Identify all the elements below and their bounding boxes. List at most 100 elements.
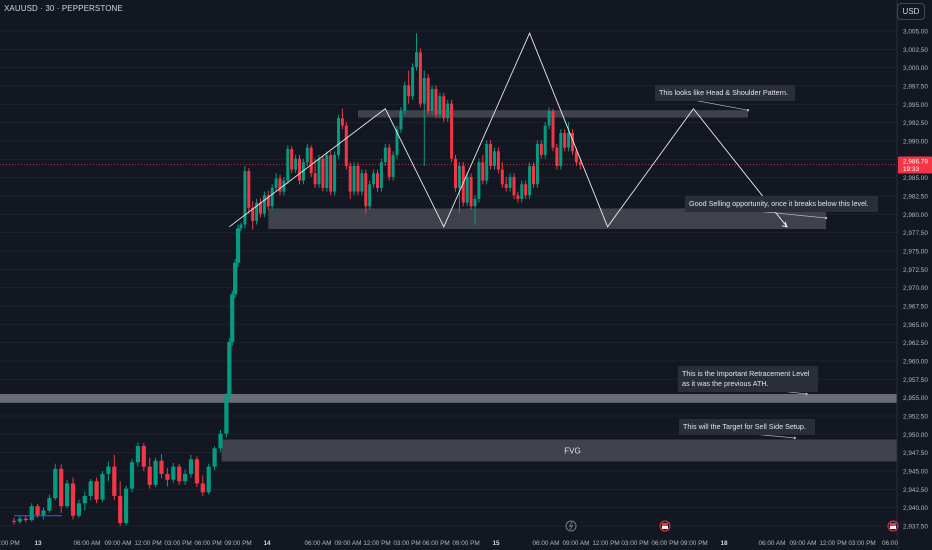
- candle: [282, 176, 286, 196]
- candle: [286, 145, 290, 185]
- candle: [112, 454, 117, 501]
- candle: [348, 162, 352, 199]
- candle: [270, 184, 274, 210]
- candle: [395, 125, 399, 159]
- lightning-icon[interactable]: [565, 520, 577, 532]
- candle: [555, 143, 559, 170]
- head-shoulder-note[interactable]: This looks like Head & Shoulder Pattern.: [654, 85, 795, 112]
- candle: [524, 180, 528, 199]
- callout-text: as it was the previous ATH.: [682, 379, 769, 388]
- candle: [372, 169, 376, 188]
- candle: [411, 63, 415, 100]
- selling-opportunity-note[interactable]: Good Selling opportunity, once it breaks…: [684, 196, 878, 220]
- candle: [11, 517, 17, 525]
- fvg-zone[interactable]: [221, 439, 898, 462]
- x-tick-label: 12:00 PM: [592, 540, 619, 547]
- callout-dot: [805, 392, 808, 396]
- candle: [438, 92, 442, 119]
- candle: [578, 158, 582, 170]
- candle: [539, 140, 543, 159]
- callout-box: [679, 419, 815, 435]
- candle: [465, 173, 469, 207]
- head-shoulders-path[interactable]: [229, 32, 788, 228]
- x-tick-label: 06:00 AM: [73, 540, 100, 547]
- candle: [218, 429, 223, 452]
- x-tick-label: 13: [34, 540, 42, 547]
- candle: [543, 121, 547, 159]
- candle: [422, 70, 426, 166]
- retracement-note[interactable]: This is the Important Retracement Levela…: [677, 366, 818, 396]
- candle: [94, 477, 99, 504]
- candle: [454, 154, 457, 192]
- candle: [290, 146, 294, 174]
- x-tick-label: 09:00 AM: [334, 540, 361, 547]
- flag-icon[interactable]: [659, 520, 671, 532]
- y-tick-label: 2,960.00: [903, 359, 928, 366]
- candle: [212, 446, 217, 471]
- candle: [520, 180, 524, 203]
- candle: [298, 154, 301, 185]
- flag-icon[interactable]: [887, 520, 899, 532]
- candle: [159, 454, 164, 479]
- candle: [82, 491, 87, 511]
- candle: [344, 121, 348, 170]
- candle: [200, 475, 205, 496]
- candle: [403, 81, 407, 115]
- x-tick-label: 06:00 AM: [758, 540, 785, 547]
- candle: [165, 468, 170, 487]
- y-tick-label: 2,975.00: [903, 249, 928, 256]
- candle: [194, 456, 199, 488]
- candle: [485, 140, 489, 185]
- y-tick-label: 2,997.50: [903, 84, 928, 91]
- candle: [364, 169, 368, 214]
- candle: [407, 70, 411, 104]
- candle: [551, 108, 555, 152]
- candle: [266, 190, 270, 210]
- neckline-zone[interactable]: [268, 208, 826, 229]
- pattern-layer: [229, 32, 788, 228]
- candle: [457, 162, 461, 214]
- retracement-level-zone[interactable]: [0, 394, 897, 403]
- y-tick-label: 3,002.50: [903, 47, 928, 54]
- callout-dot: [746, 109, 750, 112]
- currency-button[interactable]: USD: [897, 3, 925, 20]
- candle: [278, 174, 282, 196]
- current-price-label: 2,986.79: [903, 159, 928, 166]
- callout-text: Good Selling opportunity, once it breaks…: [689, 199, 869, 208]
- symbol-header[interactable]: XAUUSD · 30 · PEPPERSTONE: [4, 4, 123, 13]
- y-tick-label: 2,955.00: [903, 395, 928, 402]
- x-tick-label: 03:00 PM: [848, 540, 875, 547]
- x-tick-label: 06:00 PM: [422, 540, 449, 547]
- candle: [329, 151, 333, 196]
- sell-target-note[interactable]: This will the Target for Sell Side Setup…: [678, 419, 815, 440]
- candle: [129, 459, 135, 493]
- y-tick-label: 2,990.00: [903, 139, 928, 146]
- candle: [387, 143, 391, 181]
- candle: [76, 499, 81, 518]
- candle: [516, 191, 520, 203]
- candle: [305, 143, 309, 166]
- candle: [70, 477, 76, 520]
- x-tick-label: 18: [720, 540, 728, 547]
- callout-box: [685, 196, 878, 212]
- candle: [450, 99, 454, 163]
- candle: [243, 165, 247, 229]
- callout-dot: [824, 216, 828, 220]
- candles-layer: [11, 33, 582, 526]
- candle: [563, 129, 567, 152]
- callout-text: This looks like Head & Shoulder Pattern.: [659, 88, 788, 97]
- candle: [500, 162, 504, 188]
- y-tick-label: 2,995.00: [903, 102, 928, 109]
- x-tick-label: 03:00 PM: [393, 540, 420, 547]
- candle: [224, 393, 229, 438]
- callout-box: [655, 85, 795, 101]
- candle: [106, 461, 111, 482]
- y-tick-label: 2,962.50: [903, 340, 928, 347]
- candle: [118, 481, 123, 526]
- candle: [333, 151, 337, 196]
- candle: [446, 99, 450, 122]
- y-tick-label: 2,942.50: [903, 487, 928, 494]
